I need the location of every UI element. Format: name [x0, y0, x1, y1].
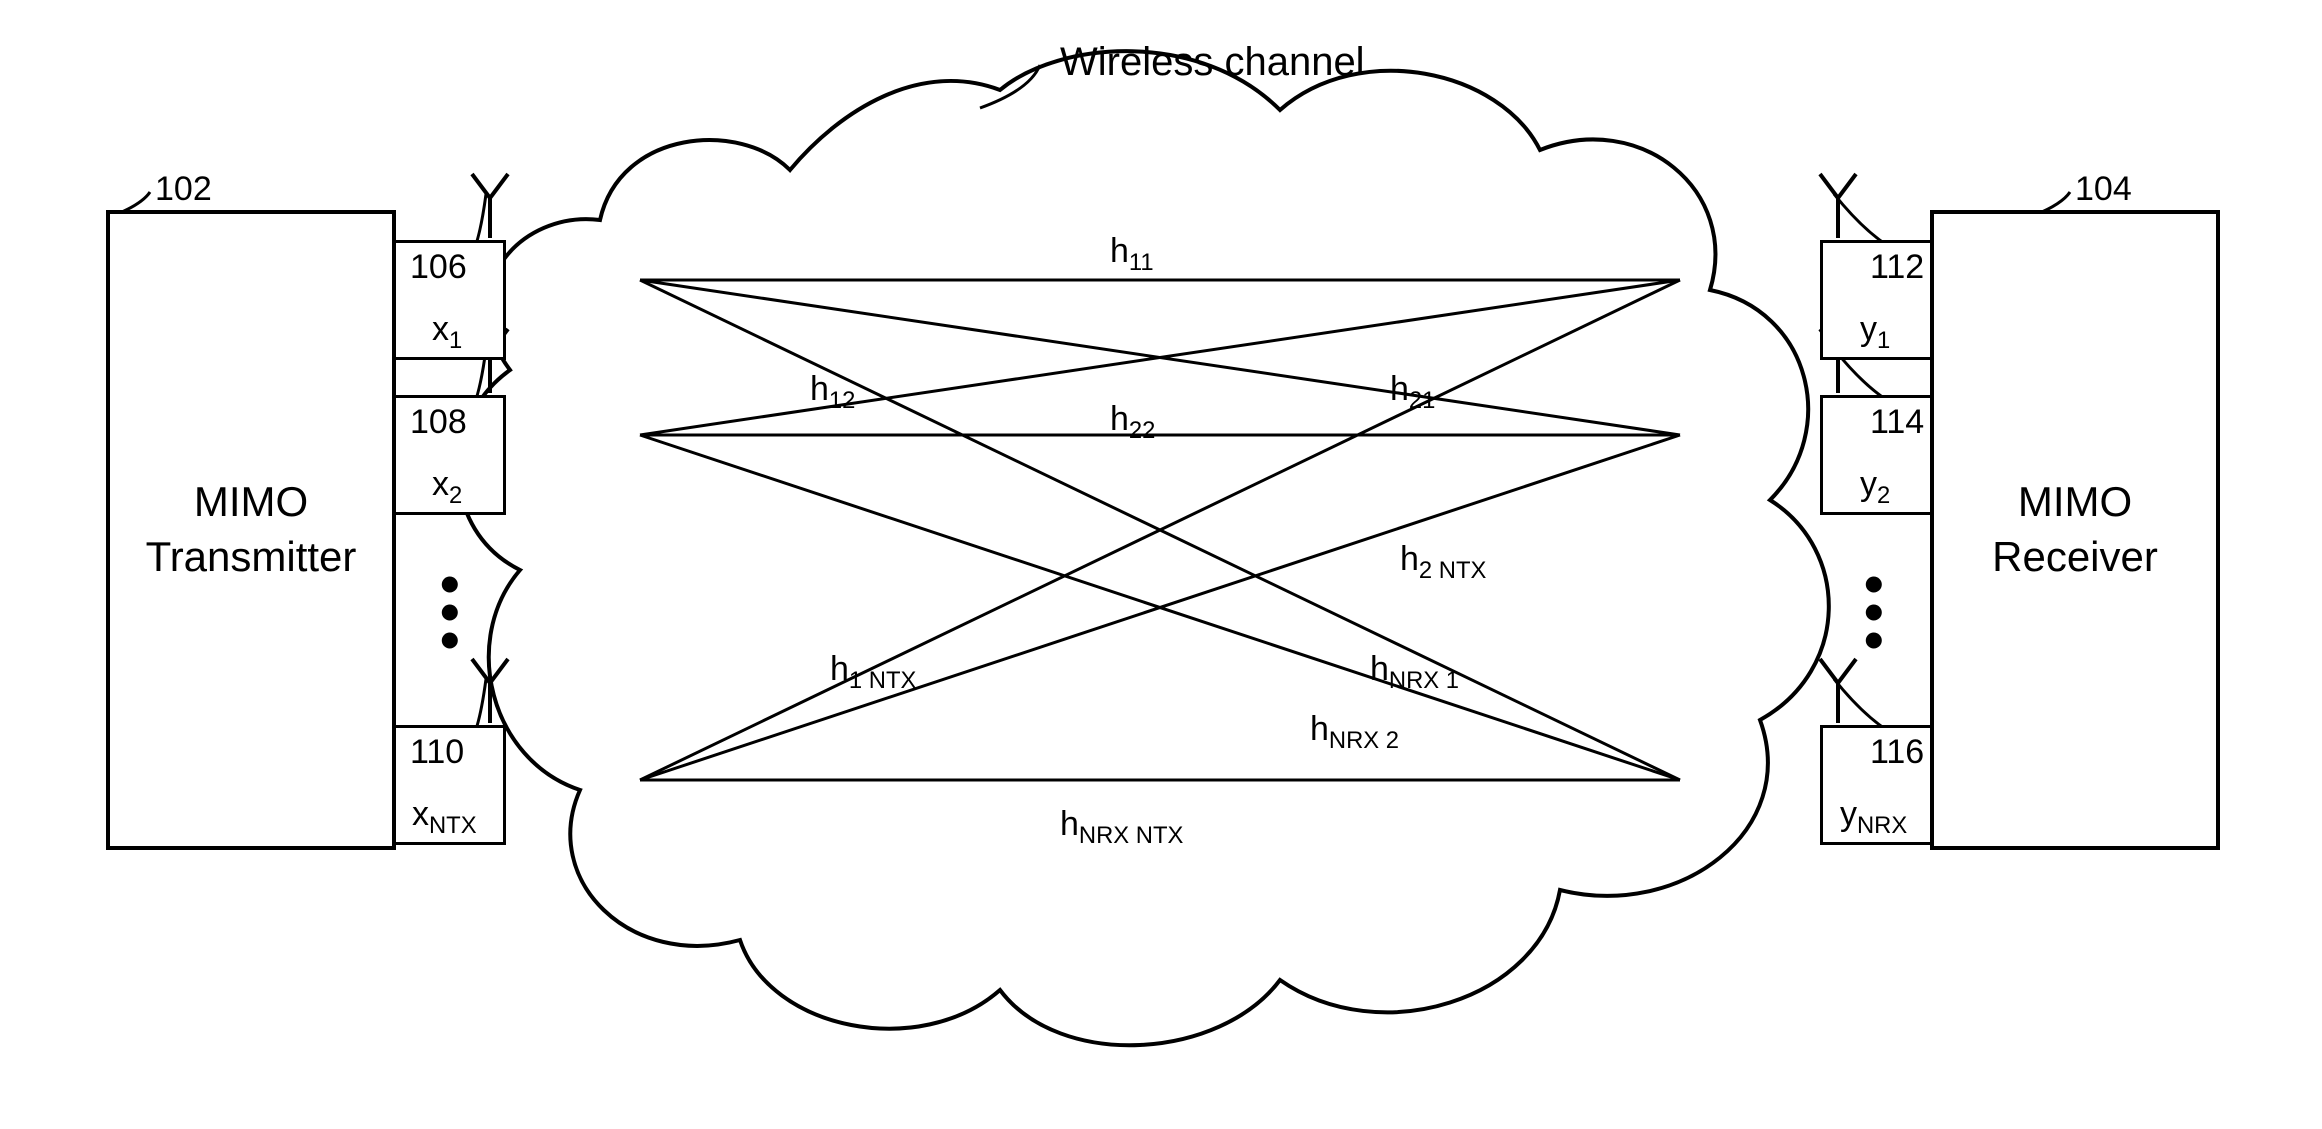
channel-edge [640, 280, 1680, 780]
channel-coef-label: h12 [810, 370, 855, 415]
wireless-channel-label: Wireless channel [1060, 40, 1365, 85]
channel-coef-label: h21 [1390, 370, 1435, 415]
antenna-ref: 112 [1870, 248, 1924, 287]
channel-coef-label: h2 NTX [1400, 540, 1486, 585]
ref-102: 102 [155, 170, 212, 209]
channel-edge [640, 280, 1680, 780]
channel-label-leader [980, 65, 1040, 108]
ref-leaders [115, 192, 2070, 215]
channel-coef-label: h11 [1110, 232, 1154, 277]
antenna-ref: 116 [1870, 733, 1924, 772]
antenna-signal-label: y2 [1860, 465, 1890, 510]
antenna-ref: 110 [410, 733, 464, 772]
channel-coef-label: hNRX 1 [1370, 650, 1459, 695]
diagram-canvas: MIMOTransmitter 102 MIMOReceiver 104 Wir… [0, 0, 2322, 1129]
channel-edge [640, 280, 1680, 435]
antenna-symbols [466, 174, 1926, 747]
channel-edge [640, 280, 1680, 435]
antenna-ref: 106 [410, 248, 467, 287]
antenna-signal-label: xNTX [412, 795, 477, 840]
channel-edges [640, 280, 1680, 780]
ref-104: 104 [2075, 170, 2132, 209]
mimo-receiver-label: MIMOReceiver [1992, 475, 2158, 584]
channel-coef-label: h22 [1110, 400, 1155, 445]
channel-coef-label: h1 NTX [830, 650, 916, 695]
mimo-transmitter-label: MIMOTransmitter [146, 475, 357, 584]
antenna-signal-label: x1 [432, 310, 462, 355]
channel-edge [640, 435, 1680, 780]
tx-ellipsis-icon: ••• [440, 570, 460, 654]
antenna-ref: 114 [1870, 403, 1924, 442]
channel-edge [640, 435, 1680, 780]
antenna-signal-label: y1 [1860, 310, 1890, 355]
wireless-channel-cloud [459, 51, 1829, 1045]
antenna-signal-label: x2 [432, 465, 462, 510]
channel-coef-label: hNRX NTX [1060, 805, 1183, 850]
mimo-receiver-block: MIMOReceiver [1930, 210, 2220, 850]
antenna-ref: 108 [410, 403, 467, 442]
mimo-transmitter-block: MIMOTransmitter [106, 210, 396, 850]
rx-ellipsis-icon: ••• [1864, 570, 1884, 654]
antenna-signal-label: yNRX [1840, 795, 1907, 840]
channel-coef-label: hNRX 2 [1310, 710, 1399, 755]
